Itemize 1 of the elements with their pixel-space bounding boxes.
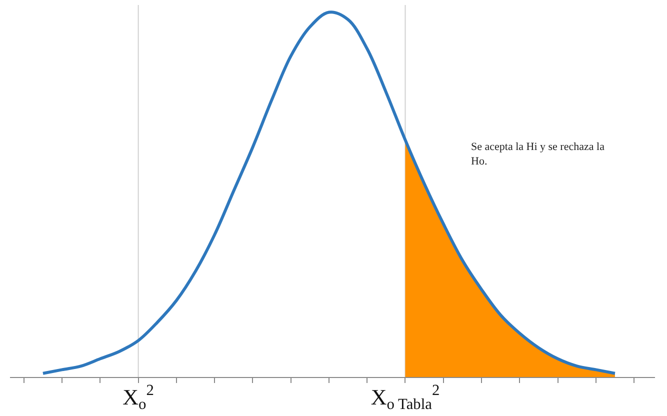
annotation: Se acepta la Hi y se rechaza la Ho. — [471, 141, 605, 168]
